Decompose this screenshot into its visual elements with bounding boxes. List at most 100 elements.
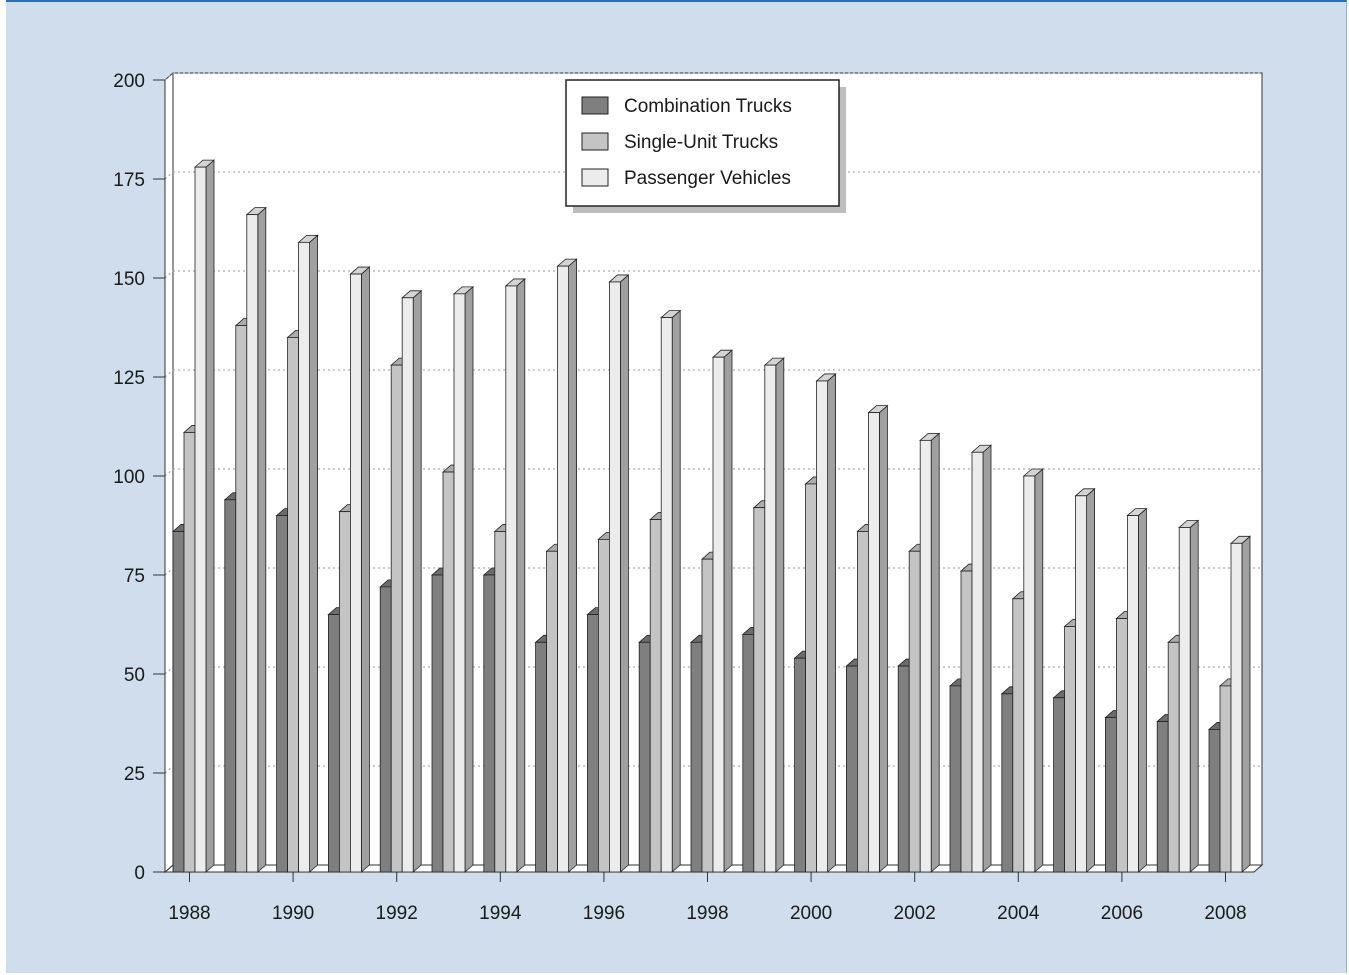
y-tick-label: 125 bbox=[113, 368, 145, 389]
bar-passenger-vehicles bbox=[1127, 515, 1139, 873]
bar-single-unit-trucks bbox=[390, 364, 403, 873]
x-tick-label: 2004 bbox=[997, 903, 1040, 924]
bar-side-passenger-vehicles bbox=[360, 266, 370, 873]
bar-combination-trucks bbox=[587, 614, 599, 873]
gridline-side bbox=[164, 270, 174, 279]
bar-passenger-vehicles bbox=[1075, 495, 1087, 873]
bar-passenger-vehicles bbox=[246, 214, 259, 873]
bar-single-unit-trucks bbox=[235, 325, 248, 873]
gridline-side bbox=[164, 567, 174, 576]
x-tick-label: 2008 bbox=[1204, 903, 1246, 924]
y-tick-label: 0 bbox=[134, 863, 145, 884]
legend-label: Passenger Vehicles bbox=[624, 168, 791, 189]
bar-side-passenger-vehicles bbox=[879, 404, 888, 873]
bar-passenger-vehicles bbox=[971, 451, 984, 873]
bar-combination-trucks bbox=[638, 641, 651, 873]
bar-side-passenger-vehicles bbox=[257, 206, 267, 873]
bar-single-unit-trucks bbox=[546, 550, 558, 873]
bar-combination-trucks bbox=[690, 641, 703, 873]
x-tick-label: 2006 bbox=[1101, 903, 1143, 924]
gridline-side bbox=[164, 765, 174, 774]
bar-single-unit-trucks bbox=[960, 570, 973, 873]
bar-side-passenger-vehicles bbox=[464, 285, 474, 873]
bar-layer bbox=[171, 159, 1252, 873]
bar-passenger-vehicles bbox=[712, 356, 725, 873]
y-tick-label: 175 bbox=[113, 170, 145, 191]
bar-side-passenger-vehicles bbox=[620, 274, 629, 873]
bar-combination-trucks bbox=[846, 665, 858, 873]
bar-combination-trucks bbox=[535, 641, 547, 873]
bar-single-unit-trucks bbox=[1219, 685, 1232, 873]
bar-passenger-vehicles bbox=[868, 412, 880, 873]
bar-passenger-vehicles bbox=[1023, 475, 1036, 873]
bar-passenger-vehicles bbox=[505, 285, 518, 873]
legend-box bbox=[565, 79, 840, 207]
y-tick-label: 100 bbox=[113, 467, 145, 488]
bar-side-passenger-vehicles bbox=[1138, 507, 1147, 873]
bar-passenger-vehicles bbox=[919, 439, 932, 873]
bar-combination-trucks bbox=[949, 685, 962, 873]
bar-single-unit-trucks bbox=[338, 511, 351, 873]
x-tick-label: 1994 bbox=[479, 903, 522, 924]
bar-combination-trucks bbox=[483, 574, 496, 873]
gridline-side bbox=[164, 171, 174, 180]
y-tick-label: 150 bbox=[113, 269, 145, 290]
y-tick-label: 75 bbox=[124, 566, 145, 587]
bar-side-passenger-vehicles bbox=[723, 349, 733, 873]
x-tick-label: 2000 bbox=[790, 903, 832, 924]
bar-single-unit-trucks bbox=[805, 483, 817, 873]
bar-combination-trucks bbox=[327, 614, 340, 873]
bar-single-unit-trucks bbox=[1116, 618, 1128, 873]
bar-combination-trucks bbox=[379, 586, 392, 873]
bar-combination-trucks bbox=[742, 634, 755, 873]
bar-combination-trucks bbox=[794, 657, 806, 873]
bar-combination-trucks bbox=[1156, 721, 1169, 873]
y-tick-label: 200 bbox=[113, 71, 145, 92]
bar-combination-trucks bbox=[431, 574, 444, 873]
bar-single-unit-trucks bbox=[649, 519, 662, 873]
bar-combination-trucks bbox=[224, 499, 237, 873]
bar-combination-trucks bbox=[276, 515, 289, 873]
bar-passenger-vehicles bbox=[816, 380, 828, 873]
bar-side-passenger-vehicles bbox=[568, 258, 577, 873]
bar-side-passenger-vehicles bbox=[827, 373, 836, 873]
x-tick-label: 1998 bbox=[686, 903, 728, 924]
gridline-side bbox=[164, 369, 174, 378]
bar-single-unit-trucks bbox=[1064, 626, 1076, 873]
bar-single-unit-trucks bbox=[857, 531, 869, 873]
bar-side-passenger-vehicles bbox=[930, 432, 940, 873]
x-tick-label: 1988 bbox=[168, 903, 210, 924]
bar-single-unit-trucks bbox=[494, 531, 507, 873]
bar-side-passenger-vehicles bbox=[412, 289, 422, 873]
bar-combination-trucks bbox=[1208, 729, 1221, 873]
bar-side-passenger-vehicles bbox=[205, 159, 215, 873]
bar-single-unit-trucks bbox=[908, 550, 921, 873]
bar-side-passenger-vehicles bbox=[1034, 468, 1044, 873]
x-tick-label: 1996 bbox=[583, 903, 625, 924]
x-tick-label: 2002 bbox=[894, 903, 936, 924]
bar-side-passenger-vehicles bbox=[1241, 535, 1251, 873]
bar-single-unit-trucks bbox=[753, 507, 766, 873]
bar-single-unit-trucks bbox=[598, 538, 610, 873]
bar-chart: 0 25 50 75 100 125 150 175 200 1988 1990 1992 1994 19… bbox=[113, 71, 1264, 924]
bar-passenger-vehicles bbox=[349, 273, 362, 873]
legend-swatch bbox=[581, 96, 609, 115]
bar-side-passenger-vehicles bbox=[516, 278, 526, 873]
bar-combination-trucks bbox=[1001, 693, 1014, 873]
legend-swatch bbox=[581, 168, 609, 187]
x-tick-label: 1990 bbox=[272, 903, 314, 924]
bar-passenger-vehicles bbox=[1178, 527, 1191, 873]
bar-passenger-vehicles bbox=[1230, 542, 1243, 873]
bar-single-unit-trucks bbox=[701, 558, 714, 873]
bar-passenger-vehicles bbox=[660, 317, 673, 873]
bar-passenger-vehicles bbox=[401, 297, 414, 873]
bar-side-passenger-vehicles bbox=[309, 234, 319, 873]
bar-passenger-vehicles bbox=[764, 364, 777, 873]
bar-single-unit-trucks bbox=[442, 471, 455, 873]
axis-layer: 0 25 50 75 100 125 150 175 200 1988 1990 1992 1994 19… bbox=[113, 71, 1254, 924]
bar-side-passenger-vehicles bbox=[775, 357, 785, 873]
bar-passenger-vehicles bbox=[557, 265, 569, 873]
bar-combination-trucks bbox=[1053, 697, 1065, 873]
bar-single-unit-trucks bbox=[183, 432, 196, 873]
bar-passenger-vehicles bbox=[298, 241, 311, 873]
